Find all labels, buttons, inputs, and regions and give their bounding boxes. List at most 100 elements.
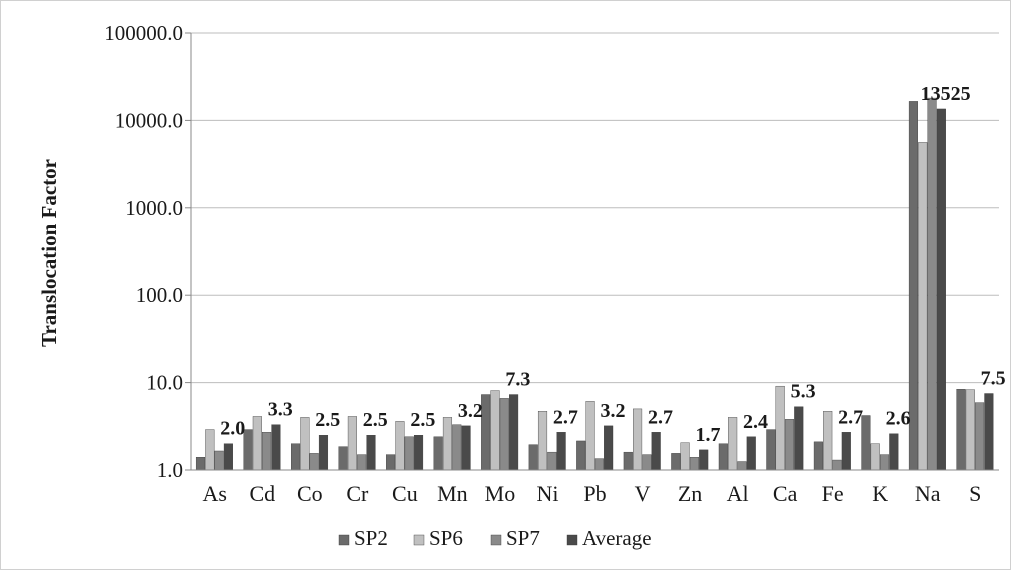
data-label: 2.5 xyxy=(410,409,435,431)
bar-average-s xyxy=(984,393,994,471)
data-label: 2.7 xyxy=(553,406,578,428)
legend: SP2 SP6 SP7 Average xyxy=(338,526,652,550)
bar-average-mo xyxy=(509,394,519,471)
bar-average-k xyxy=(889,433,899,471)
bar-sp6-fe xyxy=(823,411,833,471)
bar-sp7-ni xyxy=(547,451,557,471)
data-label: 2.6 xyxy=(886,408,911,430)
bar-sp7-k xyxy=(879,454,890,471)
data-label: 2.7 xyxy=(838,406,863,428)
bar-sp6-ca xyxy=(775,385,785,471)
bar-sp2-cu xyxy=(386,454,396,471)
bar-sp7-s xyxy=(975,402,985,471)
bar-average-cd xyxy=(271,424,281,471)
bar-sp6-co xyxy=(300,417,310,471)
bar-sp7-ca xyxy=(784,419,795,471)
bar-average-co xyxy=(318,435,329,471)
data-label: 2.5 xyxy=(315,409,340,431)
bar-sp7-pb xyxy=(594,458,604,471)
data-label: 13525 xyxy=(921,83,971,105)
bar-average-ni xyxy=(556,432,566,471)
legend-swatch-sp2 xyxy=(338,534,350,546)
bar-sp7-mn xyxy=(452,424,462,471)
bar-sp6-mn xyxy=(442,417,453,471)
category-label: Na xyxy=(915,481,941,506)
bar-sp2-cr xyxy=(338,446,348,471)
category-label: Mn xyxy=(437,481,468,506)
data-label: 2.7 xyxy=(648,406,673,428)
bar-sp6-pb xyxy=(585,401,595,471)
data-label: 1.7 xyxy=(696,424,721,446)
bar-sp2-as xyxy=(195,457,206,471)
legend-label-sp7: SP7 xyxy=(506,526,540,550)
bar-sp6-s xyxy=(965,389,975,471)
category-label: Cu xyxy=(392,481,418,506)
legend-label-sp6: SP6 xyxy=(429,526,463,550)
legend-label-average: Average xyxy=(582,526,652,550)
bar-sp6-k xyxy=(870,443,880,471)
bar-average-al xyxy=(746,436,756,471)
bar-sp2-fe xyxy=(813,441,823,471)
y-tick-label: 100000.0 xyxy=(104,21,183,45)
y-tick-label: 1.0 xyxy=(157,458,183,482)
category-label: Fe xyxy=(822,481,844,506)
data-label: 7.3 xyxy=(505,369,530,391)
bar-sp6-as xyxy=(205,429,215,471)
bar-sp2-pb xyxy=(576,440,586,471)
bar-sp6-cr xyxy=(347,416,357,471)
category-label: Cr xyxy=(346,481,369,506)
bars xyxy=(195,97,994,471)
bar-sp6-na xyxy=(918,142,928,471)
data-label: 2.0 xyxy=(220,418,245,440)
data-label: 7.5 xyxy=(981,368,1006,390)
category-label: S xyxy=(969,481,981,506)
bar-sp7-co xyxy=(309,453,319,471)
data-label: 2.4 xyxy=(743,411,768,433)
bar-average-cr xyxy=(366,435,376,471)
category-label: Ca xyxy=(773,481,798,506)
bar-sp6-cd xyxy=(252,416,262,471)
category-label: Zn xyxy=(678,481,702,506)
y-tick-label: 10000.0 xyxy=(115,108,183,132)
bar-average-zn xyxy=(699,449,709,471)
category-label: Co xyxy=(297,481,323,506)
bar-sp6-ni xyxy=(537,411,548,471)
legend-label-sp2: SP2 xyxy=(354,526,388,550)
bar-sp6-al xyxy=(728,417,738,471)
data-label: 2.5 xyxy=(363,409,388,431)
bar-sp2-s xyxy=(956,389,966,471)
bar-average-cu xyxy=(413,435,424,471)
bar-sp2-ni xyxy=(528,444,538,471)
category-label: Cd xyxy=(249,481,275,506)
bar-average-v xyxy=(651,432,661,471)
bar-sp2-ca xyxy=(766,429,776,471)
legend-swatch-sp7 xyxy=(490,534,502,546)
bar-sp7-cd xyxy=(262,432,272,471)
bar-average-pb xyxy=(604,425,614,471)
axes xyxy=(190,33,999,471)
bar-sp7-as xyxy=(214,450,224,471)
bar-average-as xyxy=(223,443,233,471)
bar-average-ca xyxy=(794,406,804,471)
bar-sp2-al xyxy=(718,443,728,471)
bar-sp6-mo xyxy=(490,390,500,471)
bar-average-na xyxy=(936,108,946,471)
bar-sp7-cu xyxy=(404,436,414,471)
bar-sp2-zn xyxy=(671,453,681,471)
data-labels: 2.0 3.3 2.5 2.5 2.5 3.2 7.3 2.7 3.2 2.7 1.7 2.4 5.3 2… xyxy=(220,83,1005,446)
bar-sp6-cu xyxy=(395,421,405,471)
category-label: V xyxy=(635,481,651,506)
y-axis-title: Translocation Factor xyxy=(37,159,61,347)
category-label: As xyxy=(203,481,227,506)
bar-sp6-v xyxy=(633,408,643,471)
bar-average-mn xyxy=(461,425,471,471)
category-label: Ni xyxy=(536,481,558,506)
data-label: 3.2 xyxy=(600,400,625,422)
bar-sp7-al xyxy=(737,461,747,471)
bar-sp7-mo xyxy=(499,398,509,471)
bar-sp7-zn xyxy=(689,457,699,471)
y-tick-labels: 1.0 10.0 100.0 1000.0 10000.0 100000.0 xyxy=(104,21,183,482)
bar-sp7-cr xyxy=(357,454,367,471)
bar-sp6-zn xyxy=(680,442,690,471)
x-category-labels: As Cd Co Cr Cu Mn Mo Ni Pb V Zn Al Ca Fe K Na S xyxy=(203,481,982,506)
